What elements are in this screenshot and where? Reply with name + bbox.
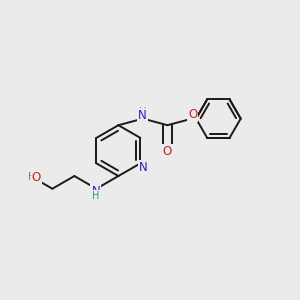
Text: H: H <box>139 107 146 117</box>
Text: O: O <box>163 145 172 158</box>
Text: H: H <box>92 190 99 201</box>
Text: O: O <box>188 108 197 121</box>
Text: O: O <box>32 171 41 184</box>
Text: H: H <box>28 172 36 182</box>
Text: N: N <box>139 160 147 173</box>
Text: N: N <box>138 109 147 122</box>
Text: N: N <box>92 185 100 198</box>
